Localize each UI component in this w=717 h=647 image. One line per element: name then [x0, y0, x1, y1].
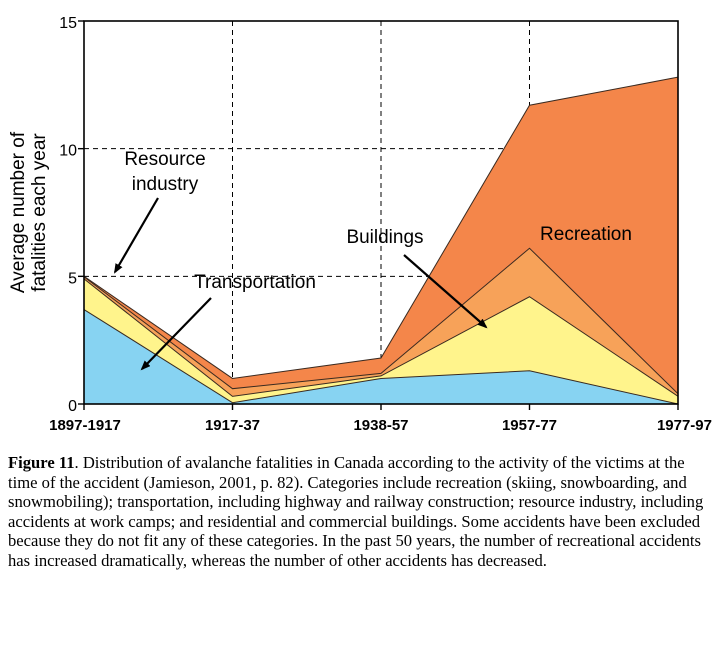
line-resource-industry [83, 278, 679, 397]
caption-text: . Distribution of avalanche fatalities i… [8, 453, 704, 570]
stacked-areas [84, 77, 678, 404]
chart: 0 5 10 15 1897-1917 1917-37 1938-57 1957-77 1977… [8, 15, 712, 434]
area-transportation [84, 309, 678, 404]
line-recreation [83, 76, 679, 379]
x-tick-label-1938-57: 1938-57 [353, 417, 408, 434]
area-buildings [84, 248, 678, 397]
area-resource-industry [84, 278, 678, 404]
line-transportation [83, 309, 679, 405]
annotation-resource-industry: Resource industry [124, 149, 205, 195]
annotation-buildings: Buildings [346, 227, 423, 248]
area-recreation [84, 77, 678, 394]
annotations: Recreation Buildings Resource industry Trans… [113, 149, 632, 371]
y-axis-label: Average number offatalities each year [8, 131, 50, 293]
annotation-transportation: Transportation [194, 272, 316, 293]
x-tick-label-1977-97: 1977-97 [657, 417, 712, 434]
series-outlines [83, 76, 679, 405]
y-tick-label-10: 10 [59, 143, 77, 160]
figure-label: Figure 11 [8, 453, 75, 472]
x-tick-label-1897-1917: 1897-1917 [49, 417, 121, 434]
arrow-buildings [403, 254, 488, 329]
arrow-transportation [140, 297, 212, 371]
line-buildings [83, 247, 679, 395]
y-tick-label-15: 15 [59, 15, 77, 32]
x-tick-label-1917-37: 1917-37 [205, 417, 260, 434]
annotation-recreation: Recreation [540, 224, 632, 245]
figure-caption: Figure 11. Distribution of avalanche fat… [8, 453, 712, 571]
arrow-resource-industry [113, 197, 159, 274]
y-tick-label-5: 5 [68, 270, 77, 287]
axis-ticks: 0 5 10 15 1897-1917 1917-37 1938-57 1957-77 1977… [49, 15, 712, 434]
x-tick-label-1957-77: 1957-77 [502, 417, 557, 434]
y-tick-label-0: 0 [68, 398, 77, 415]
